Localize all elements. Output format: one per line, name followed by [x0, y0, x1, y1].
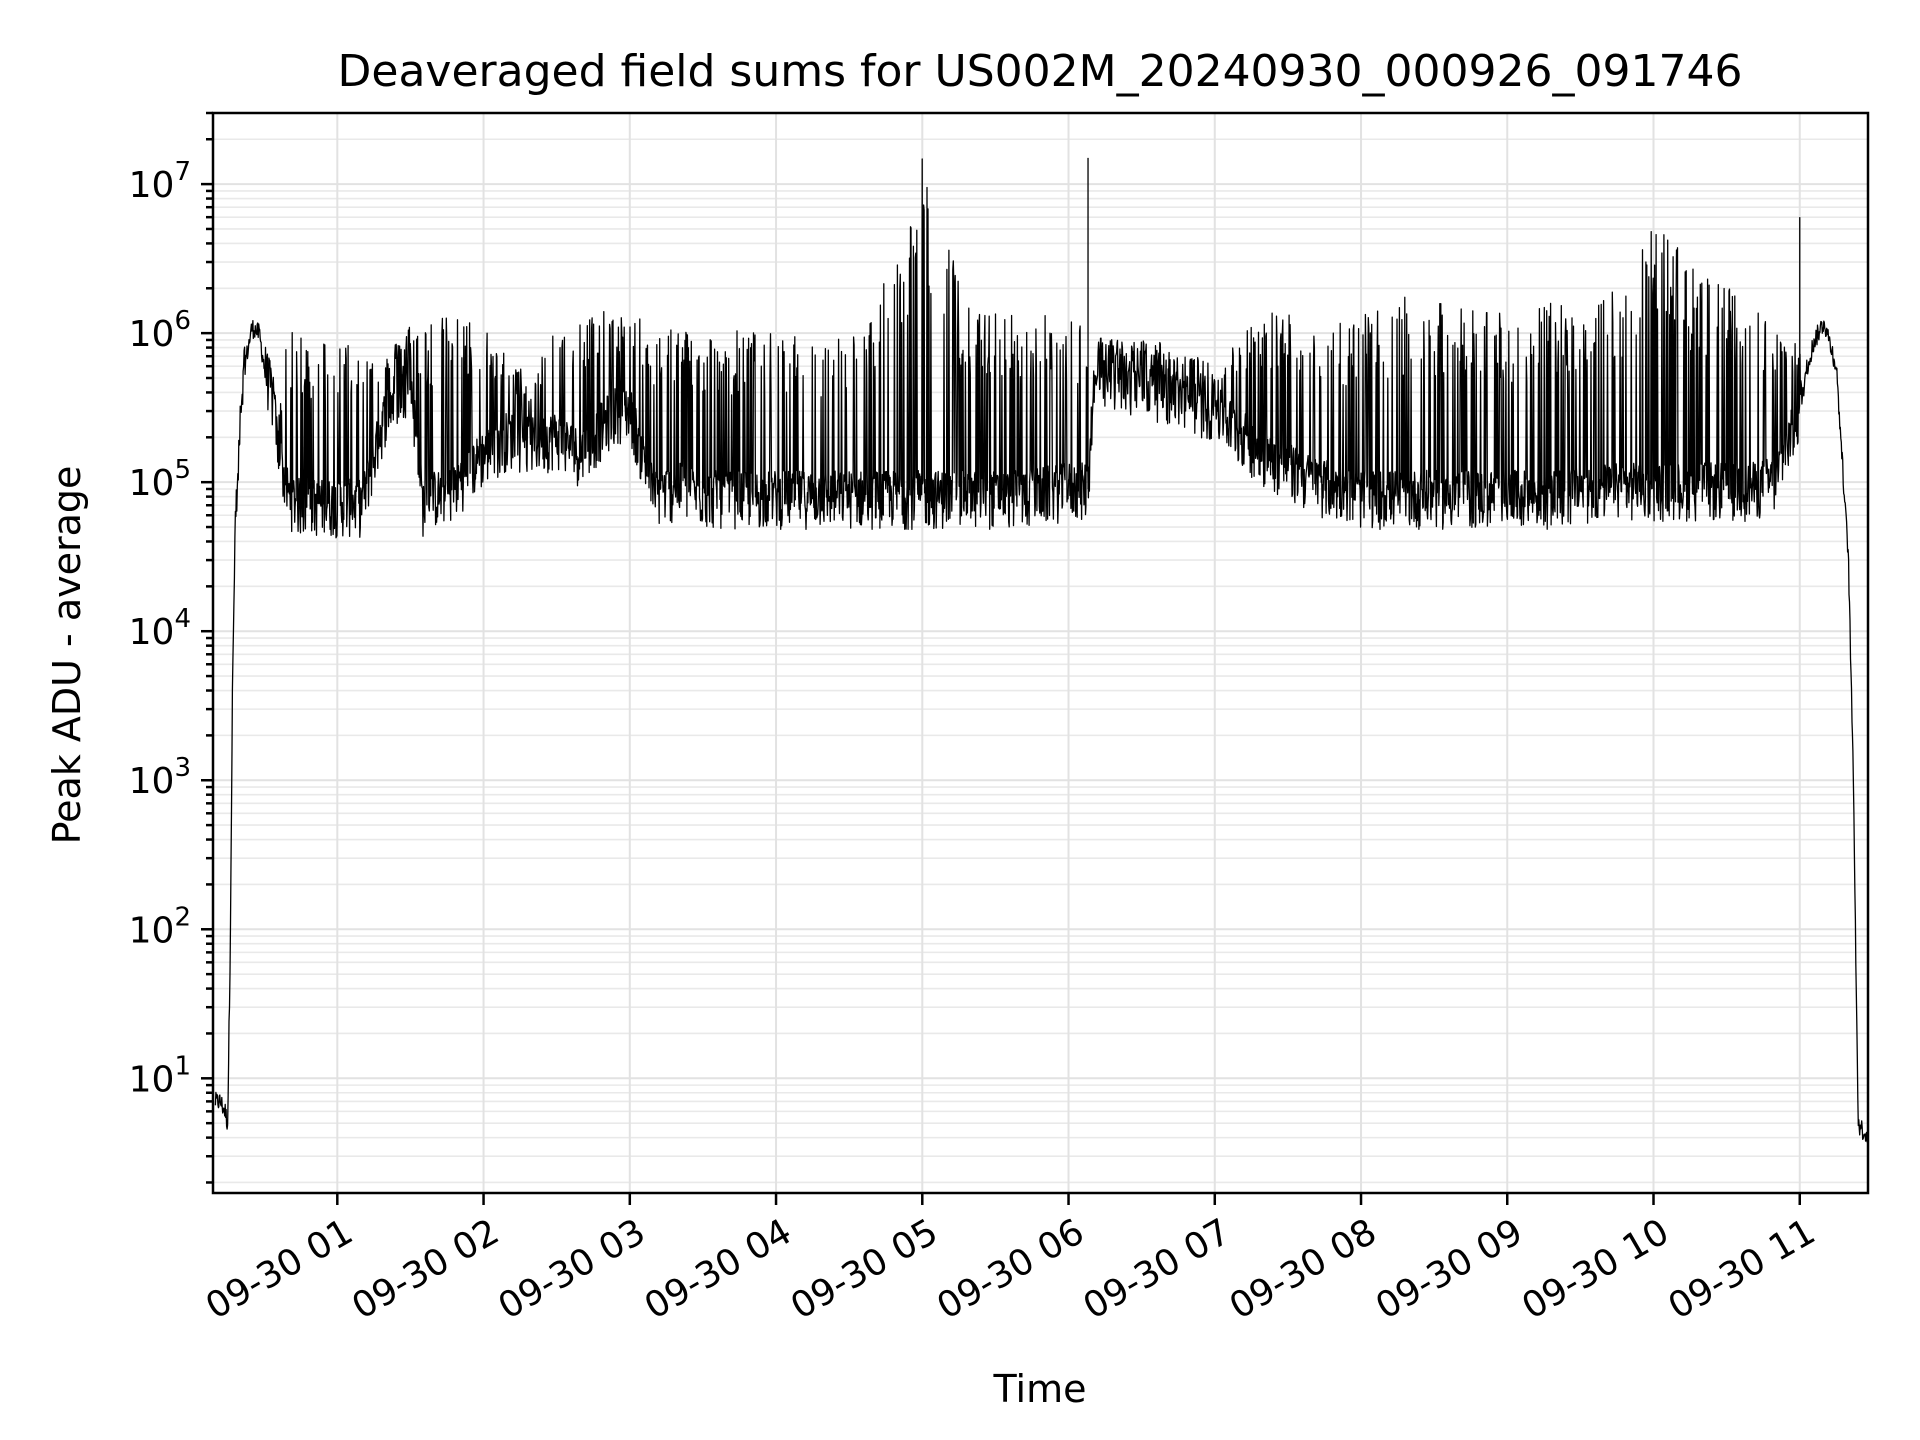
chart-title: Deaveraged field sums for US002M_2024093… [338, 46, 1743, 97]
y-tick-exponent: 3 [174, 753, 191, 783]
plot-frame [211, 111, 1870, 1195]
y-tick-exponent: 4 [174, 604, 191, 634]
x-tick-label: 09-30 11 [1662, 1211, 1823, 1327]
x-tick-label: 09-30 06 [930, 1211, 1091, 1327]
y-tick-exponent: 1 [174, 1051, 191, 1081]
y-tick-label: 105 [129, 455, 191, 504]
x-tick-label: 09-30 05 [784, 1211, 945, 1327]
x-tick-label: 09-30 09 [1369, 1211, 1530, 1327]
y-tick-label: 104 [129, 604, 191, 653]
y-tick-label: 107 [129, 157, 191, 206]
x-tick-label: 09-30 03 [492, 1211, 653, 1327]
x-tick-label: 09-30 01 [199, 1211, 360, 1327]
y-tick-label: 102 [129, 902, 191, 951]
x-axis-label: Time [993, 1367, 1087, 1411]
y-axis-label: Peak ADU - average [45, 466, 89, 845]
y-tick-label: 106 [129, 306, 191, 355]
x-tick-label: 09-30 10 [1515, 1211, 1676, 1327]
y-tick-label: 101 [129, 1051, 191, 1100]
x-tick-label: 09-30 07 [1077, 1211, 1238, 1327]
x-tick-label: 09-30 08 [1223, 1211, 1384, 1327]
y-tick-exponent: 7 [174, 157, 191, 187]
x-tick-label: 09-30 02 [345, 1211, 506, 1327]
x-tick-label: 09-30 04 [638, 1211, 799, 1327]
series-line [214, 158, 1869, 1145]
y-tick-exponent: 2 [174, 902, 191, 932]
y-tick-exponent: 5 [174, 455, 191, 485]
y-tick-exponent: 6 [174, 306, 191, 336]
y-tick-label: 103 [129, 753, 191, 802]
